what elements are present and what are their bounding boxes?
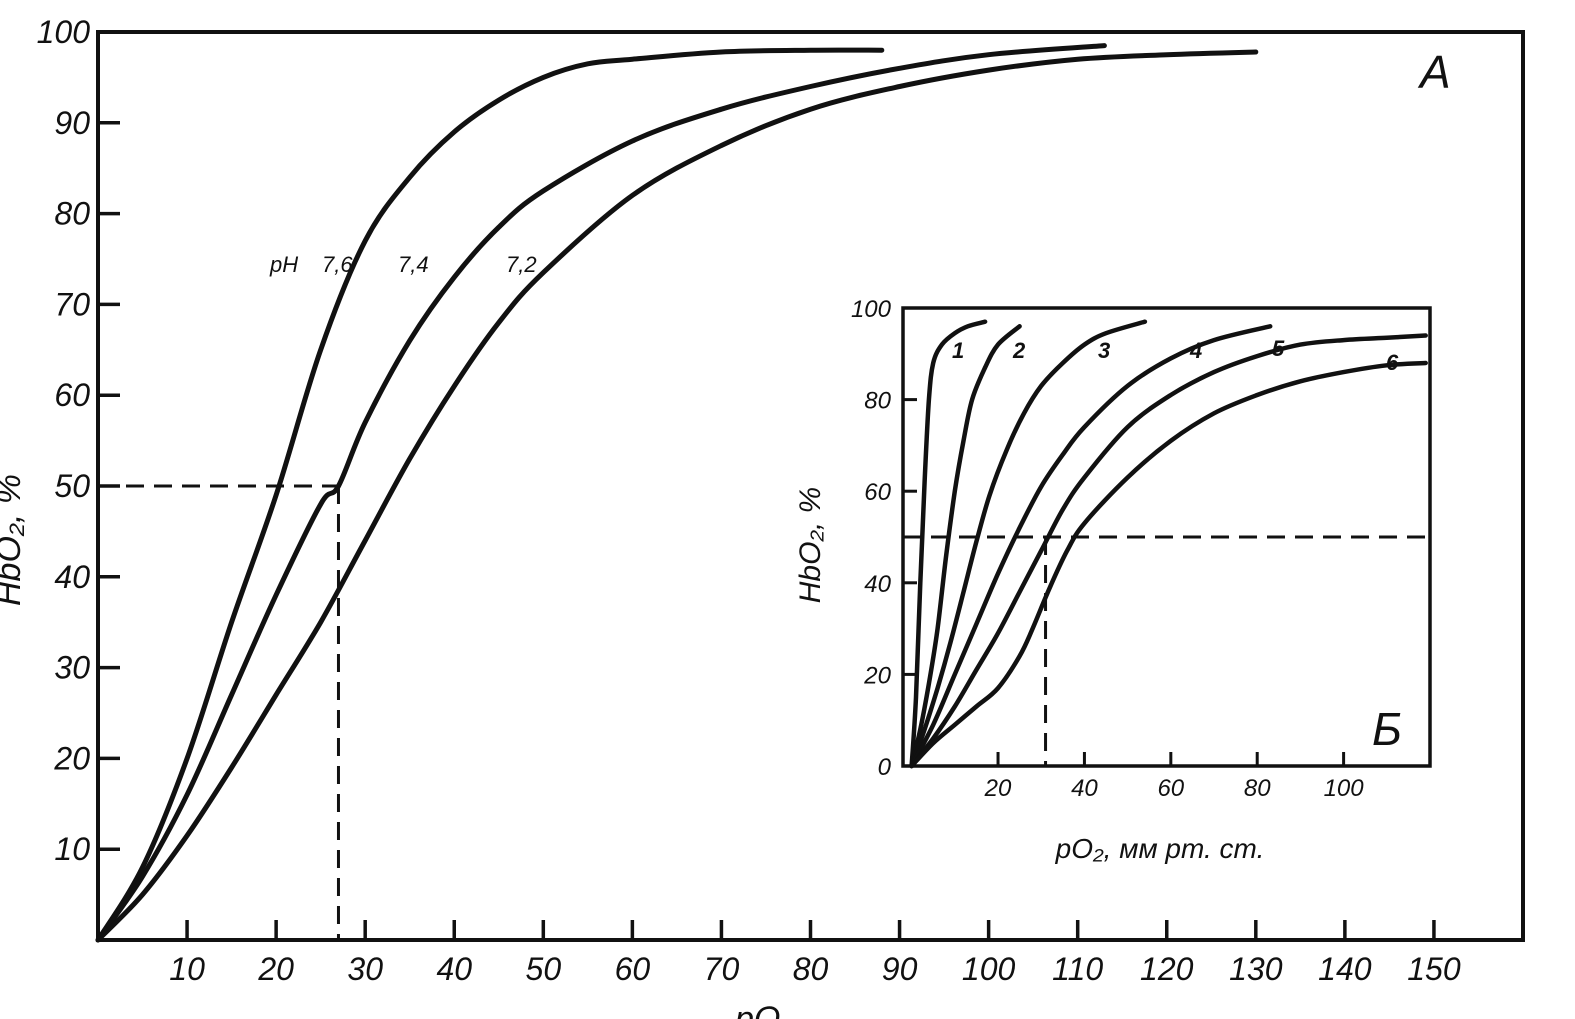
series-label-b: 3 [1098, 338, 1110, 363]
series-label-b: 6 [1386, 350, 1399, 375]
series-label-a: 7,6 [322, 252, 353, 277]
series-line-2 [909, 324, 1022, 769]
y-tick-label-b: 100 [851, 296, 892, 323]
series-label-b: 5 [1272, 336, 1285, 361]
reference-lines-a [98, 484, 340, 940]
x-tick-label-a: 120 [1140, 951, 1194, 987]
reference-lines-b [903, 535, 1430, 766]
y-tick-label-a: 90 [54, 105, 90, 141]
series-line-5 [909, 333, 1428, 769]
series-label-a: 7,4 [398, 252, 429, 277]
x-tick-label-a: 40 [436, 951, 472, 987]
series-line-ph-7-4 [95, 43, 1107, 943]
x-tick-label-a: 100 [962, 951, 1016, 987]
x-tick-label-a: 50 [526, 951, 562, 987]
x-tick-label-a: 60 [615, 951, 651, 987]
y-tick-label-b: 60 [864, 479, 891, 506]
series-label-b: 1 [952, 338, 964, 363]
x-tick-label-a: 20 [257, 951, 294, 987]
y-tick-label-a: 60 [54, 377, 90, 413]
series-label-prefix: pH [269, 252, 298, 277]
series-line-ph-7-6 [95, 47, 885, 943]
x-tick-label-a: 70 [704, 951, 740, 987]
x-tick-label-a: 110 [1052, 951, 1103, 987]
series-label-a: 7,2 [506, 252, 537, 277]
curves-a: 7,6 7,4 7,2 [95, 43, 1259, 943]
y-tick-label-a: 80 [54, 196, 90, 232]
series-line-1 [909, 319, 988, 769]
series-line-ph-7-2 [95, 49, 1259, 943]
x-tick-label-a: 140 [1318, 951, 1372, 987]
y-tick-label-a: 40 [54, 559, 90, 595]
x-tick-label-a: 130 [1229, 951, 1283, 987]
series-label-b: 4 [1189, 338, 1202, 363]
x-tick-label-b: 100 [1324, 775, 1365, 802]
x-tick-label-a: 80 [793, 951, 829, 987]
x-tick-label-a: 150 [1407, 951, 1461, 987]
chart-panel-b: 1 2 3 4 5 6 20 40 60 80 100 0 20 40 60 80 100 Б HbO₂, %… [794, 296, 1432, 864]
y-tick-label-a: 70 [54, 286, 90, 322]
y-tick-label-a: 10 [54, 831, 90, 867]
series-line-3 [909, 319, 1148, 769]
x-tick-label-a: 30 [347, 951, 383, 987]
y-tick-label-a: 100 [37, 14, 91, 50]
x-tick-label-a: 10 [169, 951, 205, 987]
y-tick-label-b: 20 [863, 662, 891, 689]
chart-panel-a: 7,6 7,4 7,2 10 20 30 40 50 60 70 80 90 100 110 120 130… [0, 14, 1525, 1019]
y-tick-label-a: 20 [53, 740, 90, 776]
series-line-4 [909, 324, 1273, 769]
curves-b: 1 2 3 4 5 6 [909, 319, 1428, 769]
y-tick-label-b: 80 [864, 388, 891, 415]
ticks-a: 10 20 30 40 50 60 70 80 90 100 110 120 130 140 1501020… [37, 14, 1461, 987]
series-label-b: 2 [1012, 338, 1026, 363]
x-tick-label-b: 60 [1157, 775, 1184, 802]
panel-label-a: A [1417, 46, 1451, 98]
y-axis-label-a: HbO₂, % [0, 474, 28, 606]
x-tick-label-b: 80 [1244, 775, 1271, 802]
y-tick-label-a: 50 [54, 468, 90, 504]
x-tick-label-b: 20 [984, 775, 1012, 802]
y-axis-label-b: HbO₂, % [794, 487, 827, 603]
y-tick-label-b: 40 [864, 571, 891, 598]
x-axis-label-a: pO [734, 1000, 780, 1019]
x-tick-label-b: 40 [1071, 775, 1098, 802]
ticks-b: 20 40 60 80 100 0 20 40 60 80 100 [851, 296, 1364, 802]
panel-label-b: Б [1372, 703, 1402, 755]
y-tick-label-b: 0 [878, 754, 892, 781]
x-tick-label-a: 90 [882, 951, 918, 987]
y-tick-label-a: 30 [54, 650, 90, 686]
x-axis-label-b: pO₂, мм рт. ст. [1055, 833, 1265, 864]
series-line-6 [909, 360, 1428, 769]
